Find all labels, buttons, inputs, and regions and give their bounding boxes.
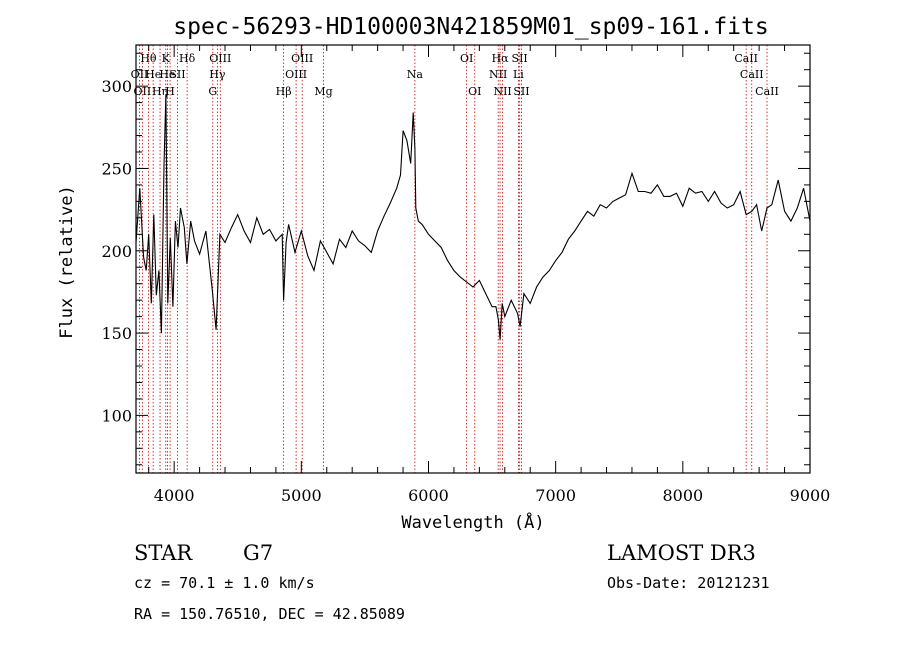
line-label: Hθ [140,52,157,65]
y-tick-label: 300 [101,77,132,96]
line-label: OI [468,85,481,98]
line-label: Hδ [179,52,196,65]
line-label: NII [489,68,507,81]
line-label: K [162,52,171,65]
line-label: Na [407,68,424,81]
x-tick-label: 9000 [790,486,831,505]
plot-frame [135,44,811,474]
spectral-line-labels: OIIOIIHθHeHηKHeHSIIHδGHγOIIIHβOIIIOIIIMg… [131,52,779,98]
line-label: OIII [285,68,307,81]
line-label: He [145,68,161,81]
x-axis-ticks: 4000 5000 6000 7000 8000 9000 [148,45,831,505]
line-label: NII [493,85,511,98]
line-label: Hγ [209,68,226,81]
x-tick-label: 6000 [408,486,449,505]
line-label: Li [513,68,524,81]
x-tick-label: 4000 [154,486,195,505]
y-tick-label: 200 [101,242,132,261]
line-label: OIII [209,52,231,65]
line-label: He [159,68,175,81]
redshift-cz: cz = 70.1 ± 1.0 km/s [134,574,315,592]
chart-title: spec-56293-HD100003N421859M01_sp09-161.f… [173,14,768,40]
y-axis-label: Flux (relative) [57,185,77,339]
coordinates: RA = 150.76510, DEC = 42.85089 [134,605,405,623]
line-label: OIII [291,52,313,65]
line-label: CaII [755,85,779,98]
x-tick-label: 5000 [281,486,322,505]
line-label: OI [460,52,473,65]
survey-name: LAMOST DR3 [607,541,756,565]
x-tick-label: 7000 [535,486,576,505]
line-label: H [165,85,175,98]
line-label: Hα [492,52,510,65]
observation-date: Obs-Date: 20121231 [607,574,770,592]
line-label: Hη [152,85,168,98]
line-label: Mg [314,85,332,98]
y-tick-label: 150 [101,324,132,343]
line-label: OII [133,85,151,98]
line-label: SII [169,68,185,81]
line-label: G [208,85,217,98]
line-label: CaII [740,68,764,81]
spectrum-line [136,94,810,340]
y-axis-ticks: 100 150 200 250 300 [101,52,810,466]
x-tick-label: 8000 [662,486,703,505]
x-axis-label: Wavelength (Å) [401,511,544,533]
line-label: CaII [734,52,758,65]
line-label: Hβ [276,85,292,98]
y-tick-label: 100 [101,406,132,425]
object-class: STAR [134,541,193,565]
object-subclass: G7 [243,541,273,565]
y-tick-label: 250 [101,159,132,178]
line-label: SII [513,85,529,98]
line-label: OII [131,68,149,81]
spectral-line-markers [139,45,768,473]
line-label: SII [512,52,528,65]
